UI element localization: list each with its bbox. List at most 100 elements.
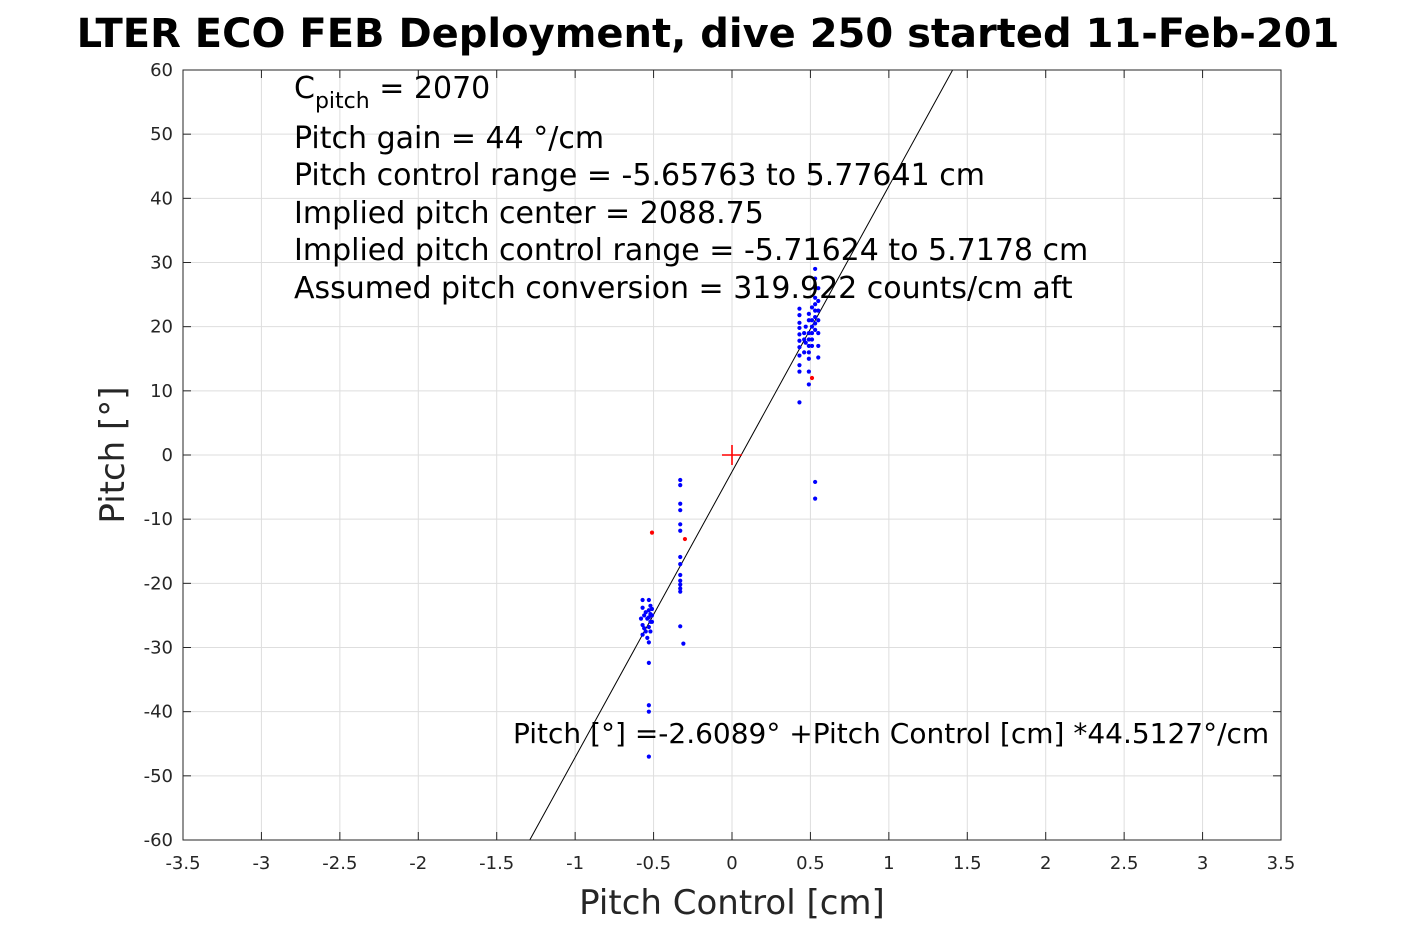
scatter-point [678, 508, 683, 513]
scatter-point [678, 561, 683, 567]
pitch-gain-annotation: Pitch gain = 44 °/cm [294, 121, 604, 156]
scatter-point [816, 355, 821, 360]
scatter-point [797, 338, 802, 343]
scatter-point [813, 321, 818, 326]
scatter-point [640, 597, 645, 603]
scatter-point [816, 330, 821, 336]
scatter-point [678, 528, 683, 533]
scatter-point [813, 295, 818, 300]
implied-pitch-range-annotation: Implied pitch control range = -5.71624 t… [294, 233, 1088, 268]
scatter-point [806, 382, 811, 387]
scatter-point [797, 325, 802, 331]
y-tick-label: -20 [144, 573, 173, 594]
scatter-point [646, 608, 651, 613]
scatter-point [646, 754, 651, 759]
scatter-point [649, 613, 655, 618]
scatter-point [806, 311, 811, 316]
scatter-point [678, 624, 683, 629]
scatter-point [640, 622, 645, 628]
scatter-point [813, 302, 818, 307]
scatter-point [649, 530, 655, 535]
scatter-point [797, 400, 802, 405]
scatter-point [809, 305, 815, 310]
scatter-point [806, 318, 811, 323]
scatter-point [806, 350, 811, 355]
y-tick-label: -60 [144, 830, 173, 851]
scatter-point [802, 337, 807, 342]
c-pitch-main: C [294, 71, 315, 106]
scatter-point [816, 286, 821, 291]
x-tick-label: -0.5 [636, 853, 671, 874]
y-tick-label: 40 [150, 188, 173, 209]
scatter-point [648, 629, 653, 634]
x-axis-label: Pitch Control [cm] [579, 883, 885, 923]
scatter-point [809, 324, 815, 329]
scatter-point [806, 369, 811, 374]
y-tick-label: 30 [150, 253, 173, 274]
c-pitch-value: = 2070 [370, 71, 491, 106]
scatter-point [802, 330, 807, 336]
scatter-point [806, 356, 811, 361]
scatter-point [797, 306, 802, 311]
scatter-point [678, 522, 683, 527]
scatter-point [645, 635, 650, 640]
x-tick-label: -3.5 [165, 853, 200, 874]
scatter-point [646, 709, 651, 714]
scatter-points [638, 266, 821, 759]
scatter-point [646, 703, 651, 708]
scatter-point [813, 314, 818, 320]
scatter-point [803, 340, 808, 345]
scatter-point [678, 477, 683, 483]
scatter-point [640, 605, 645, 610]
c-pitch-annotation: Cpitch = 2070 [294, 71, 490, 114]
scatter-point [678, 483, 683, 488]
scatter-point [678, 582, 683, 587]
scatter-point [809, 343, 815, 349]
x-tick-label: -1 [566, 853, 584, 874]
scatter-point [678, 586, 683, 591]
y-tick-label: 50 [150, 124, 173, 145]
scatter-point [806, 343, 811, 349]
scatter-point [802, 350, 807, 355]
scatter-point [646, 597, 651, 603]
y-tick-label: -40 [144, 702, 173, 723]
axis-ticks: -3.5 -3 -2.5 -2 -1.5 -1 -0.5 0 0.5 1 1.5 2 2.5 3 3.5 -6… [144, 60, 1296, 874]
scatter-point [678, 589, 683, 594]
scatter-point [643, 629, 648, 634]
y-tick-label: -10 [144, 509, 173, 530]
x-tick-label: -3 [252, 853, 270, 874]
fit-equation: Pitch [°] =-2.6089° +Pitch Control [cm] … [513, 717, 1269, 750]
scatter-point [797, 345, 802, 350]
scatter-point [649, 606, 655, 612]
scatter-point [816, 298, 821, 304]
y-tick-label: -30 [144, 638, 173, 659]
scatter-point [646, 660, 651, 666]
scatter-point [806, 337, 811, 342]
scatter-point [806, 330, 811, 336]
y-tick-label: -50 [144, 766, 173, 787]
x-tick-label: 3.5 [1267, 853, 1296, 874]
scatter-point [638, 616, 644, 621]
scatter-point [816, 308, 821, 313]
scatter-point [797, 363, 802, 368]
scatter-point [809, 337, 815, 342]
scatter-point [813, 308, 818, 313]
scatter-point [797, 369, 802, 374]
scatter-point [813, 276, 818, 281]
x-tick-label: 0 [726, 853, 737, 874]
x-tick-label: 1.5 [953, 853, 982, 874]
scatter-point [816, 318, 821, 323]
scatter-point [816, 343, 821, 349]
scatter-point [682, 536, 688, 542]
x-tick-label: -2 [409, 853, 427, 874]
x-tick-label: 0.5 [796, 853, 825, 874]
grid [182, 69, 1282, 841]
scatter-point [646, 624, 651, 630]
scatter-point [648, 603, 653, 608]
scatter-point [813, 327, 818, 332]
scatter-point [809, 330, 815, 336]
scatter-point [678, 572, 683, 578]
scatter-point [797, 332, 802, 337]
chart-title: LTER ECO FEB Deployment, dive 250 starte… [77, 11, 1340, 57]
pitch-conversion-annotation: Assumed pitch conversion = 319.922 count… [294, 271, 1073, 306]
